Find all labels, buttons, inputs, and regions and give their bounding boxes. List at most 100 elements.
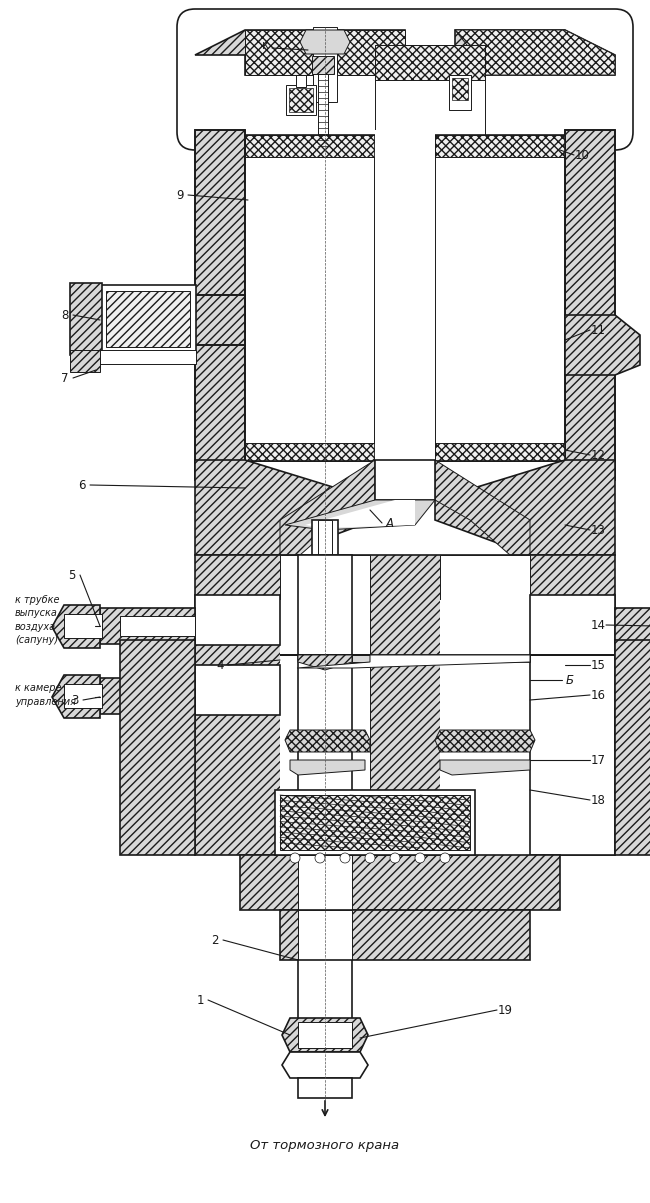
Polygon shape <box>435 460 615 555</box>
Text: 4: 4 <box>216 658 224 671</box>
Bar <box>375 130 435 500</box>
Bar <box>318 75 328 154</box>
Circle shape <box>290 853 300 863</box>
Bar <box>296 75 306 87</box>
Polygon shape <box>455 30 615 75</box>
Text: к трубке
выпуска
воздуха
(сапуну): к трубке выпуска воздуха (сапуну) <box>15 595 60 645</box>
Bar <box>298 855 352 909</box>
Bar <box>298 1023 352 1048</box>
Bar <box>452 78 468 100</box>
Text: 8: 8 <box>61 308 69 321</box>
Bar <box>375 45 485 81</box>
Polygon shape <box>565 315 640 375</box>
Bar <box>565 130 615 480</box>
Polygon shape <box>80 362 96 371</box>
Polygon shape <box>285 500 435 531</box>
Bar <box>280 600 370 855</box>
Polygon shape <box>435 460 530 555</box>
Polygon shape <box>195 460 375 555</box>
Text: 18: 18 <box>591 794 605 806</box>
Bar <box>298 960 352 1020</box>
Bar <box>195 295 245 345</box>
Bar <box>289 88 313 112</box>
Polygon shape <box>305 500 415 528</box>
Bar <box>275 790 475 855</box>
Bar <box>70 283 102 355</box>
Text: 7: 7 <box>61 372 69 385</box>
Text: 6: 6 <box>78 479 86 492</box>
Bar <box>298 555 352 855</box>
Text: Б: Б <box>566 674 574 687</box>
Polygon shape <box>195 555 615 855</box>
Circle shape <box>365 853 375 863</box>
Text: 2: 2 <box>211 934 219 947</box>
Polygon shape <box>280 654 615 668</box>
Bar <box>435 155 565 445</box>
Bar <box>618 713 640 747</box>
Polygon shape <box>280 460 375 555</box>
Text: к камере
управления: к камере управления <box>15 683 76 706</box>
Text: 9: 9 <box>176 189 184 201</box>
Bar <box>245 135 375 461</box>
Polygon shape <box>297 654 530 668</box>
Bar <box>298 909 352 960</box>
Text: 3: 3 <box>72 693 79 706</box>
Bar <box>312 57 334 75</box>
Bar <box>318 520 332 950</box>
Polygon shape <box>195 130 245 480</box>
Polygon shape <box>300 30 350 54</box>
Bar <box>298 1078 352 1098</box>
Polygon shape <box>290 760 365 775</box>
Bar <box>64 685 102 709</box>
Circle shape <box>390 853 400 863</box>
Circle shape <box>315 853 325 863</box>
Text: 1: 1 <box>196 994 203 1007</box>
Bar <box>440 600 530 855</box>
Bar <box>312 520 338 950</box>
Polygon shape <box>52 605 100 648</box>
Bar <box>435 443 565 461</box>
Bar <box>280 555 370 855</box>
Polygon shape <box>280 909 530 960</box>
Polygon shape <box>435 730 535 752</box>
Polygon shape <box>375 460 435 500</box>
Text: 17: 17 <box>590 753 606 766</box>
Bar <box>435 135 565 158</box>
Circle shape <box>415 853 425 863</box>
Polygon shape <box>282 1018 368 1051</box>
Bar <box>96 350 196 365</box>
Circle shape <box>340 853 350 863</box>
Polygon shape <box>245 30 405 75</box>
Polygon shape <box>120 640 195 855</box>
Bar <box>449 75 471 109</box>
Bar <box>375 45 485 135</box>
Text: 14: 14 <box>590 618 606 632</box>
Polygon shape <box>440 760 530 775</box>
Bar <box>195 130 245 480</box>
Bar <box>245 135 375 158</box>
Text: 5: 5 <box>68 569 75 581</box>
Bar <box>615 608 650 644</box>
Polygon shape <box>615 640 650 855</box>
Text: 16: 16 <box>590 688 606 701</box>
Bar <box>245 443 375 461</box>
Text: 12: 12 <box>590 449 606 462</box>
Polygon shape <box>52 675 100 718</box>
Polygon shape <box>195 295 245 345</box>
Text: От тормозного крана: От тормозного крана <box>250 1138 400 1151</box>
Bar <box>64 614 102 638</box>
Bar <box>195 595 280 645</box>
Bar <box>286 85 316 115</box>
Text: А: А <box>386 516 394 529</box>
Polygon shape <box>352 654 370 662</box>
Bar <box>615 710 643 749</box>
Polygon shape <box>282 1051 368 1078</box>
Polygon shape <box>298 654 352 670</box>
Text: 10: 10 <box>575 148 590 161</box>
Bar <box>245 155 375 445</box>
Text: 15: 15 <box>591 658 605 671</box>
Bar <box>120 686 195 706</box>
Bar <box>313 26 337 102</box>
Polygon shape <box>455 30 615 75</box>
Bar <box>280 795 470 851</box>
